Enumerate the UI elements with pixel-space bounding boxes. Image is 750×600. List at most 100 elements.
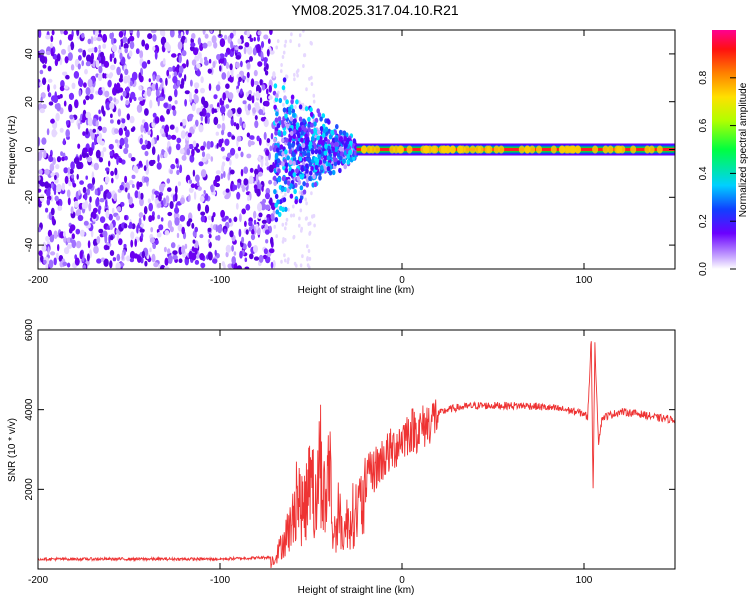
heatmap-cell: [146, 88, 152, 97]
heatmap-cell: [459, 145, 466, 154]
heatmap-cell: [119, 73, 123, 81]
heatmap-cell: [273, 224, 277, 229]
heatmap-cell: [282, 50, 286, 55]
heatmap-cell: [237, 38, 242, 45]
spectrogram-heatmap: [38, 30, 675, 269]
heatmap-cell: [95, 120, 99, 127]
heatmap-cell: [288, 171, 292, 177]
heatmap-cell: [258, 109, 264, 115]
heatmap-cell: [103, 60, 110, 68]
heatmap-cell: [181, 154, 187, 161]
heatmap-cell: [312, 93, 316, 98]
heatmap-cell: [66, 244, 73, 249]
heatmap-cell: [55, 112, 60, 122]
heatmap-cell: [38, 250, 43, 257]
heatmap-cell: [274, 130, 278, 136]
heatmap-cell: [144, 150, 149, 157]
heatmap-cell: [133, 96, 137, 102]
heatmap-cell: [284, 162, 289, 168]
heatmap-cell: [190, 42, 196, 48]
heatmap-cell: [193, 82, 200, 89]
heatmap-cell: [232, 108, 236, 114]
heatmap-cell: [208, 58, 212, 64]
heatmap-cell: [266, 88, 269, 95]
heatmap-cell: [284, 137, 289, 143]
heatmap-cell: [70, 237, 73, 243]
heatmap-cell: [316, 135, 320, 141]
heatmap-cell: [360, 145, 367, 154]
heatmap-cell: [86, 54, 92, 62]
heatmap-cell: [341, 158, 346, 164]
heatmap-cell: [41, 244, 47, 252]
heatmap-cell: [152, 242, 157, 249]
x-tick-label: -200: [28, 575, 48, 586]
heatmap-cell: [175, 126, 179, 133]
heatmap-cell: [319, 126, 324, 132]
heatmap-cell: [225, 83, 230, 89]
heatmap-cell: [167, 187, 172, 193]
heatmap-cell: [102, 147, 107, 152]
heatmap-cell: [280, 259, 283, 264]
heatmap-cell: [286, 188, 291, 194]
heatmap-cell: [440, 145, 447, 154]
heatmap-cell: [216, 106, 220, 112]
heatmap-cell: [115, 215, 121, 221]
heatmap-cell: [656, 145, 663, 154]
heatmap-cell: [248, 135, 255, 140]
heatmap-cell: [108, 213, 113, 221]
heatmap-cell: [331, 169, 336, 176]
heatmap-cell: [50, 172, 56, 177]
heatmap-cell: [152, 34, 157, 42]
heatmap-cell: [236, 135, 242, 142]
heatmap-cell: [164, 41, 170, 50]
heatmap-cell: [199, 195, 205, 203]
heatmap-cell: [155, 82, 159, 91]
heatmap-cell: [273, 104, 277, 110]
heatmap-cell: [78, 89, 82, 97]
heatmap-cell: [61, 156, 66, 162]
heatmap-cell: [39, 108, 45, 114]
heatmap-cell: [76, 173, 79, 180]
heatmap-cell: [219, 65, 222, 72]
heatmap-cell: [253, 37, 256, 42]
heatmap-cell: [79, 154, 83, 161]
heatmap-cell: [423, 145, 430, 154]
heatmap-cell: [126, 86, 130, 93]
x-tick-label: 0: [399, 275, 405, 286]
heatmap-cell: [67, 167, 71, 175]
heatmap-cell: [47, 246, 50, 255]
heatmap-cell: [243, 166, 249, 174]
heatmap-cell: [162, 58, 166, 65]
heatmap-cell: [284, 226, 287, 231]
heatmap-cell: [281, 137, 285, 143]
heatmap-cell: [198, 124, 204, 133]
heatmap-cell: [248, 220, 253, 227]
heatmap-cell: [147, 130, 152, 136]
heatmap-cell: [129, 115, 135, 124]
heatmap-cell: [280, 69, 283, 74]
heatmap-cell: [225, 188, 230, 193]
heatmap-cell: [273, 189, 277, 195]
heatmap-cell: [290, 94, 295, 100]
heatmap-cell: [191, 102, 196, 112]
heatmap-cell: [64, 155, 68, 161]
heatmap-cell: [60, 30, 64, 35]
heatmap-cell: [100, 150, 104, 158]
heatmap-cell: [82, 49, 87, 58]
heatmap-cell: [224, 215, 229, 220]
heatmap-cell: [346, 159, 351, 165]
heatmap-cell: [79, 180, 84, 185]
heatmap-cell: [42, 77, 47, 85]
heatmap-cell: [129, 80, 133, 87]
heatmap-cell: [324, 136, 328, 142]
heatmap-cell: [211, 215, 214, 223]
heatmap-cell: [181, 245, 186, 255]
heatmap-cell: [338, 146, 343, 152]
heatmap-cell: [286, 155, 291, 161]
heatmap-cell: [300, 166, 305, 172]
heatmap-cell: [126, 113, 130, 121]
heatmap-cell: [266, 217, 270, 224]
heatmap-cell: [83, 82, 87, 88]
heatmap-cell: [95, 59, 100, 68]
heatmap-cell: [141, 39, 146, 47]
